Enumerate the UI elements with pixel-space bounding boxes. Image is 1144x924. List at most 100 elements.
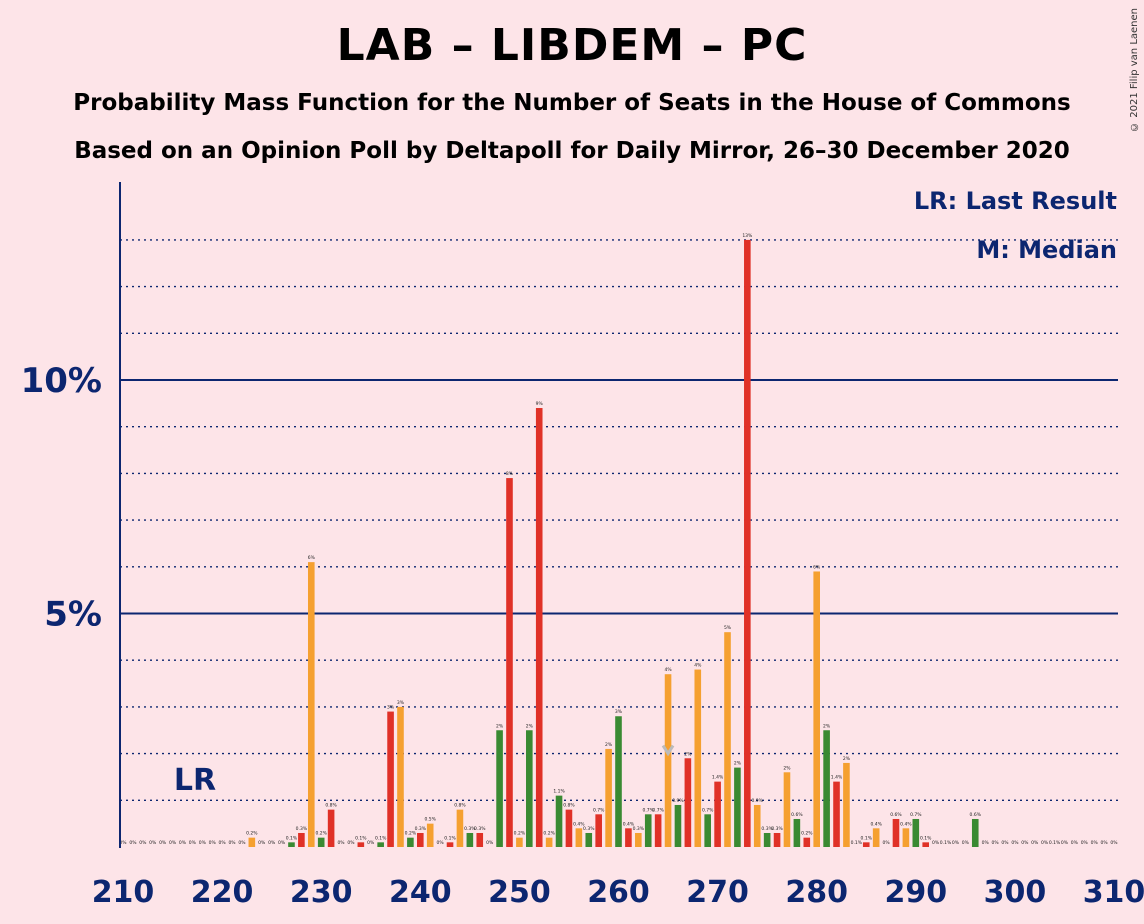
bar-value-label: 2% — [843, 756, 851, 762]
bar-seat-276 — [773, 832, 781, 847]
bar-value-label: 13% — [742, 233, 753, 239]
bar-value-label: 0.7% — [593, 807, 605, 813]
chart-subtitle-poll: Based on an Opinion Poll by Deltapoll fo… — [74, 138, 1070, 164]
bar-value-label: 0.7% — [702, 807, 714, 813]
bar-seat-231 — [327, 809, 335, 847]
bar-value-label: 0% — [219, 840, 227, 846]
bar-seat-236 — [377, 842, 384, 847]
bar-value-label: 0.3% — [464, 826, 476, 832]
bar-value-label: 0% — [1101, 840, 1109, 846]
bar-value-label: 0% — [932, 840, 940, 846]
bar-seat-264 — [654, 814, 662, 847]
x-tick-label: 290 — [884, 875, 947, 910]
bar-seat-250 — [516, 837, 523, 847]
bar-seat-230 — [317, 837, 325, 847]
bar-value-label: 0.3% — [474, 826, 486, 832]
bar-value-label: 0.7% — [643, 807, 655, 813]
bar-value-label: 2% — [526, 723, 534, 729]
bar-value-label: 9% — [536, 401, 544, 407]
bar-seat-269 — [704, 814, 711, 847]
bar-value-label: 2% — [496, 723, 504, 729]
bar-value-label: 0% — [367, 840, 375, 846]
bar-value-label: 0.6% — [890, 812, 902, 818]
bar-seat-254 — [555, 795, 563, 847]
bar-value-label: 0.4% — [900, 821, 912, 827]
bar-seat-246 — [476, 832, 484, 847]
bar-seat-288 — [892, 818, 900, 847]
x-tick-label: 300 — [984, 875, 1047, 910]
bar-value-label: 0.3% — [583, 826, 595, 832]
bar-value-label: 0.1% — [920, 835, 932, 841]
bar-value-label: 0% — [486, 840, 494, 846]
chart-subtitle-pmf: Probability Mass Function for the Number… — [73, 90, 1071, 116]
bar-seat-253 — [545, 837, 553, 847]
bar-value-label: 0% — [159, 840, 167, 846]
bar-seat-259 — [605, 748, 612, 847]
bar-value-label: 0.7% — [910, 812, 922, 818]
bar-seat-249 — [506, 478, 513, 847]
bar-seat-282 — [833, 781, 840, 847]
bar-seat-285 — [862, 842, 870, 847]
bar-seat-241 — [426, 823, 434, 847]
bar-seat-234 — [357, 842, 365, 847]
bar-seat-238 — [397, 706, 404, 847]
bar-seat-239 — [407, 837, 414, 847]
bar-value-label: 0% — [238, 840, 246, 846]
bar-value-label: 0.7% — [652, 807, 664, 813]
bar-value-label: 0.2% — [405, 831, 417, 837]
bar-value-label: 0.3% — [296, 826, 308, 832]
bar-value-label: 0% — [169, 840, 177, 846]
bar-seat-266 — [674, 804, 682, 847]
x-tick-label: 220 — [191, 875, 254, 910]
grid-lines — [120, 239, 1118, 801]
median-marker: M — [0, 0, 1, 1]
bar-seat-271 — [724, 632, 731, 847]
bar-seat-258 — [595, 814, 602, 847]
x-tick-label: 210 — [92, 875, 155, 910]
legend-last-result: LR: Last Result — [914, 187, 1117, 215]
bar-value-label: 0% — [199, 840, 207, 846]
bar-value-label: 0.2% — [801, 831, 813, 837]
bar-value-label: 1.4% — [712, 775, 724, 781]
bar-value-label: 0.3% — [415, 826, 427, 832]
bar-seat-279 — [803, 837, 811, 847]
bar-value-label: 0% — [1071, 840, 1079, 846]
bar-value-label: 0.9% — [752, 798, 764, 804]
bar-value-label: 0.4% — [573, 821, 585, 827]
bar-value-label: 0% — [1031, 840, 1039, 846]
bar-seat-244 — [456, 809, 464, 847]
bar-value-label: 0.1% — [355, 835, 367, 841]
bar-value-label: 0% — [1001, 840, 1009, 846]
bar-value-label: 0% — [1081, 840, 1089, 846]
bar-value-label: 0% — [962, 840, 970, 846]
bar-seat-228 — [298, 832, 305, 847]
bar-seat-267 — [684, 758, 692, 847]
bar-seat-273 — [744, 239, 751, 847]
bar-seat-248 — [496, 730, 503, 847]
bar-value-label: 0% — [278, 840, 286, 846]
bar-value-label: 0.1% — [375, 835, 387, 841]
bar-value-label: 6% — [308, 555, 316, 561]
bar-value-label: 0% — [992, 840, 1000, 846]
bar-value-label: 0.1% — [940, 840, 952, 846]
bar-value-label: 0.8% — [563, 803, 575, 809]
y-tick-label: 5% — [44, 595, 102, 635]
bar-value-label: 0.1% — [444, 835, 456, 841]
bar-value-label: 0.8% — [325, 803, 337, 809]
bar-value-label: 0% — [982, 840, 990, 846]
bar-seat-257 — [585, 832, 593, 847]
bar-value-label: 0.1% — [286, 835, 298, 841]
bar-value-label: 2% — [734, 761, 742, 767]
bar-seat-278 — [793, 818, 801, 847]
bar-value-label: 0.5% — [424, 817, 436, 823]
x-tick-label: 310 — [1083, 875, 1144, 910]
last-result-marker: LR — [174, 763, 216, 798]
chart-title: LAB – LIBDEM – PC — [336, 20, 808, 71]
x-tick-label: 230 — [290, 875, 353, 910]
bar-value-label: 3% — [397, 700, 405, 706]
x-tick-labels: 210 220 230 240 250 260 270 280 290 300 310 — [92, 875, 1144, 910]
bar-seat-270 — [714, 781, 721, 847]
bar-seat-290 — [912, 818, 920, 847]
bar-value-label: 0.2% — [543, 831, 555, 837]
